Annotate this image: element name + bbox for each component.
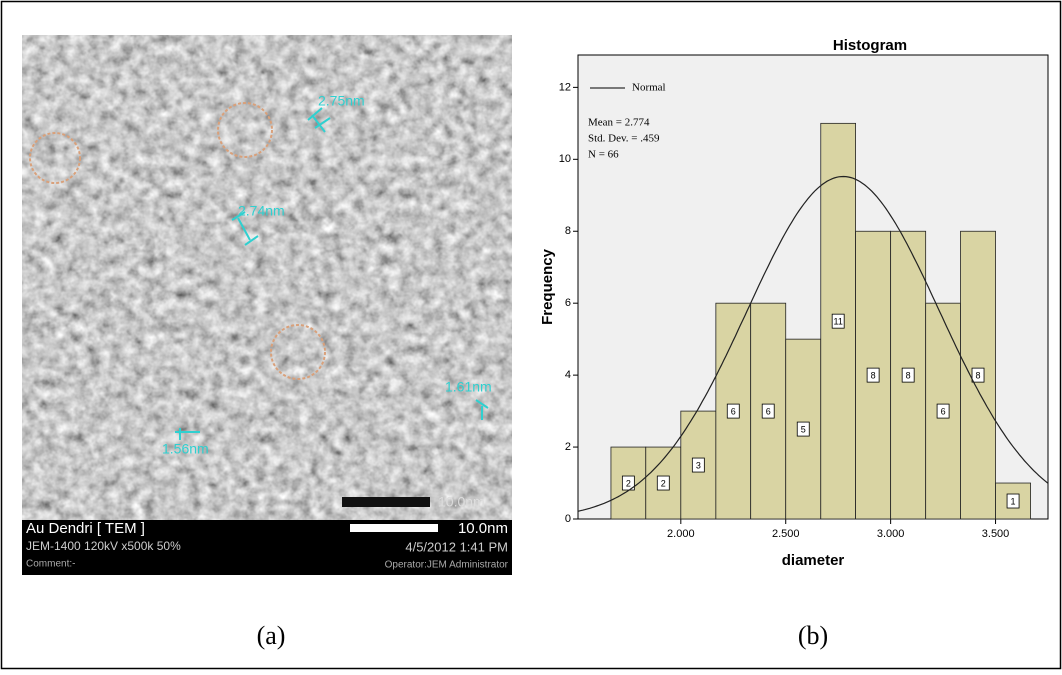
measure-label: 2.75nm: [318, 93, 365, 109]
image-noise: [22, 35, 512, 520]
measure-label: 1.61nm: [445, 379, 492, 395]
info-scale-bar: [350, 524, 438, 532]
info-comment: Comment:-: [26, 559, 75, 570]
value-label: 2: [661, 478, 666, 488]
value-label: 11: [834, 317, 843, 327]
chart-title: Histogram: [833, 37, 907, 54]
y-axis-label: Frequency: [539, 248, 556, 325]
scale-label: 10.0nm: [438, 494, 485, 510]
info-settings: JEM-1400 120kV x500k 50%: [26, 539, 181, 553]
value-label: 6: [731, 406, 736, 416]
x-tick-label: 2.000: [667, 528, 695, 540]
value-label: 5: [801, 424, 806, 434]
legend-label: Normal: [632, 82, 666, 94]
y-tick-label: 12: [559, 81, 571, 93]
x-tick-label: 3.500: [982, 528, 1010, 540]
figure: 2.75nm 2.74nm 1.61nm 1.56nm 10.0nm Au De…: [0, 0, 1062, 670]
value-label: 6: [766, 406, 771, 416]
y-tick-label: 6: [565, 297, 571, 309]
value-label: 1: [1011, 496, 1016, 506]
value-label: 6: [941, 406, 946, 416]
y-tick-label: 4: [565, 369, 571, 381]
x-tick-label: 2.500: [772, 528, 800, 540]
x-tick-label: 3.000: [877, 528, 905, 540]
info-date: 4/5/2012 1:41 PM: [405, 539, 508, 554]
caption: (b): [798, 621, 828, 650]
value-label: 8: [976, 370, 981, 380]
info-operator: Operator:JEM Administrator: [385, 560, 509, 571]
scale-bar: [342, 497, 430, 507]
y-tick-label: 0: [565, 513, 571, 525]
measure-label: 1.56nm: [162, 441, 209, 457]
stat-mean: Mean = 2.774: [588, 117, 650, 129]
y-tick-label: 10: [559, 153, 571, 165]
value-label: 2: [626, 478, 631, 488]
y-tick-label: 2: [565, 441, 571, 453]
stat-n: N = 66: [588, 149, 619, 161]
value-label: 8: [906, 370, 911, 380]
measure-label: 2.74nm: [238, 203, 285, 219]
info-scale: 10.0nm: [458, 520, 508, 537]
value-label: 3: [696, 460, 701, 470]
value-label: 8: [871, 370, 876, 380]
tem-image: 2.75nm 2.74nm 1.61nm 1.56nm 10.0nm Au De…: [22, 35, 512, 575]
x-axis-label: diameter: [782, 552, 845, 569]
stat-sd: Std. Dev. = .459: [588, 133, 660, 145]
y-tick-label: 8: [565, 225, 571, 237]
caption: (a): [257, 621, 286, 650]
info-title: Au Dendri [ TEM ]: [26, 520, 145, 537]
